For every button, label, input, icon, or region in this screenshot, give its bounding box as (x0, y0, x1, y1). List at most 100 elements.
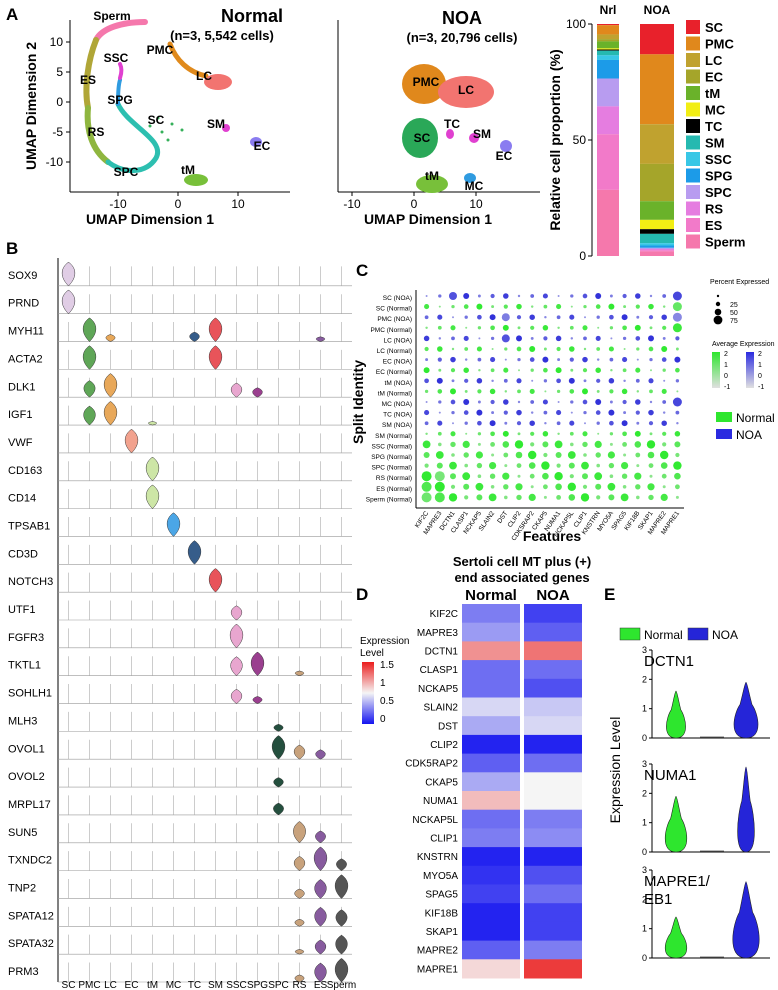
dot-spag5 (622, 399, 627, 405)
dot-knstrn (596, 463, 600, 468)
dot-mapre3 (438, 368, 442, 372)
gene-label: TNP2 (8, 883, 36, 895)
dot-dctn1 (450, 368, 456, 373)
heatmap-gene-label: SKAP1 (426, 927, 459, 938)
cluster-label: SPC (114, 165, 139, 179)
legend-label: tM (705, 86, 720, 101)
e-ylabel: Expression Level (607, 717, 623, 824)
gene-label: SPATA12 (8, 910, 54, 922)
ytick-label: 0 (56, 95, 63, 109)
heatmap-gene-label: CLIP2 (430, 740, 458, 751)
dot-clip1 (583, 410, 587, 415)
row-label: PMC (Normal) (370, 327, 412, 334)
dot-knstrn (596, 495, 601, 500)
avg-legend-tick: 1 (724, 362, 728, 369)
violin-fgfr3-ssc (229, 623, 244, 649)
legend-swatch (686, 218, 700, 232)
dot-spag5 (622, 485, 627, 489)
dot-kif2c (424, 346, 429, 352)
cluster-label: TC (444, 117, 460, 131)
cluster-spc (105, 101, 161, 173)
dot-kif18b (636, 421, 640, 425)
panel-letter-b: B (6, 239, 18, 258)
dot-skap1 (650, 369, 652, 372)
heatmap-gene-label: MAPRE3 (417, 628, 459, 639)
dot-nckap5l (567, 451, 576, 459)
dot-clasp1 (463, 399, 470, 405)
e-legend-swatch (619, 627, 641, 641)
dot-cdk5rap2 (530, 400, 535, 404)
dot-clasp1 (465, 432, 468, 435)
violin-cd163-tm (145, 456, 160, 482)
dot-mapre1 (674, 431, 681, 437)
dot-clip1 (582, 473, 588, 480)
e-tick-label: 3 (642, 645, 647, 655)
row-label: PMC (NOA) (377, 316, 412, 323)
celltype-label: PMC (78, 980, 100, 990)
heatmap-gene-label: SPAG5 (425, 890, 458, 901)
umap-noa-title: NOA (442, 8, 482, 28)
avg-legend-bar-normal (712, 352, 720, 388)
dot-clip1 (582, 431, 588, 437)
dot-numa1 (555, 335, 562, 342)
bar-segment-spg (597, 59, 619, 79)
dot-cdk5rap2 (530, 442, 535, 447)
dot-dctn1 (451, 336, 455, 341)
dot-clasp1 (463, 483, 470, 490)
dot-mapre1 (675, 347, 679, 351)
dot-mapre1 (675, 484, 680, 490)
bar-segment-lc (597, 34, 619, 40)
dot-ckap5 (543, 347, 547, 351)
dot-mapre2 (661, 314, 667, 320)
heatmap-cell (524, 791, 582, 811)
dot-dst (504, 390, 508, 393)
heatmap-legend-title: Expression (360, 636, 409, 647)
heatmap-gene-label: KIF2C (430, 609, 458, 620)
dot-kif18b (634, 324, 641, 331)
violin-mlh3-spc (273, 724, 284, 732)
dot-cdk5rap2 (530, 336, 534, 340)
dot-dst (503, 367, 509, 373)
dot-myo5a (608, 346, 614, 352)
gene-label: VWF (8, 437, 33, 449)
percent-legend-label: 75 (730, 318, 738, 325)
dot-nckap5l (570, 411, 573, 414)
dot-skap1 (649, 474, 653, 478)
heatmap-cell (524, 847, 582, 867)
dot-mapre1 (672, 302, 682, 312)
dot-cdk5rap2 (529, 388, 535, 394)
dot-kif18b (635, 452, 641, 458)
group-legend-swatch (716, 412, 732, 422)
dot-cdk5rap2 (529, 420, 535, 426)
cluster-label: PMC (413, 75, 440, 89)
dot-dst (502, 472, 510, 480)
dot-mapre1 (672, 323, 682, 333)
umap-normal-xticks: -10 0 10 (109, 192, 245, 211)
dot-dctn1 (452, 422, 454, 425)
gene-label: PRND (8, 298, 39, 310)
dot-ckap5 (541, 461, 550, 470)
violin-igf1-tm (148, 421, 157, 426)
dot-ckap5 (542, 356, 549, 363)
bar-segment-sc (640, 24, 674, 55)
dot-numa1 (557, 295, 560, 297)
dot-dctn1 (451, 410, 455, 415)
heatmap-cell (462, 753, 520, 773)
dot-knstrn (595, 367, 601, 373)
dot-myo5a (608, 303, 615, 310)
dot-myo5a (609, 357, 614, 362)
cluster-label: ES (80, 73, 96, 87)
dot-kif18b (634, 472, 642, 480)
heatmap-cell (462, 678, 520, 698)
dot-cdk5rap2 (528, 450, 537, 460)
dot-nckap5 (477, 294, 481, 298)
dot-nckap5 (475, 451, 483, 459)
dot-clip1 (582, 484, 588, 489)
legend-label: ES (705, 218, 723, 233)
umap-normal-subtitle: (n=3, 5,542 cells) (170, 28, 274, 43)
dot-numa1 (556, 389, 561, 394)
violin-igf1-lc (103, 401, 118, 426)
heatmap-cell (462, 791, 520, 811)
cluster-pmc (402, 64, 446, 104)
